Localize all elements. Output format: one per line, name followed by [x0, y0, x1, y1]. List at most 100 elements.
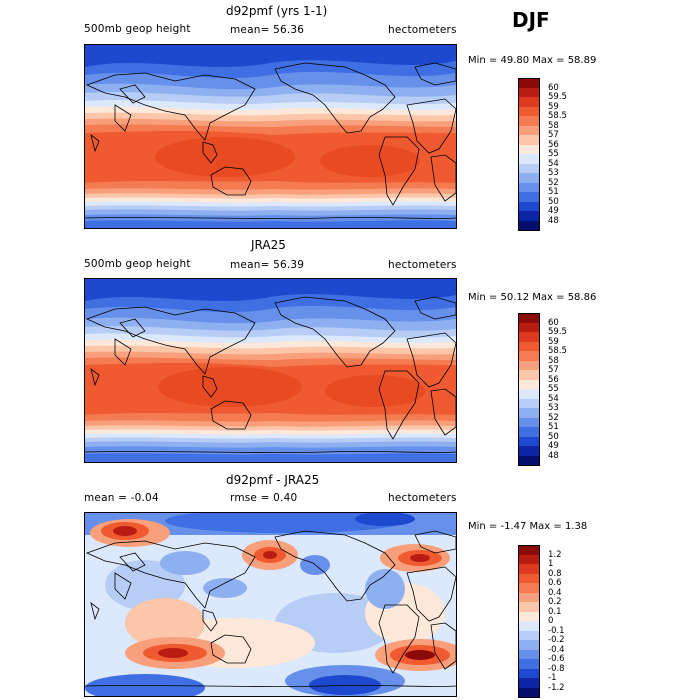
colorbar-swatch [518, 341, 540, 352]
colorbar-label: 58 [548, 355, 559, 366]
colorbar-label: 0.8 [548, 568, 562, 579]
colorbar-swatch [518, 687, 540, 698]
colorbar-label: 59.5 [548, 92, 567, 102]
panel3-units-label: hectometers [388, 492, 457, 504]
colorbar-label: 58 [548, 120, 559, 131]
colorbar-swatch [518, 220, 540, 231]
colorbar-label: 58.5 [548, 346, 567, 356]
colorbar-swatch [518, 201, 540, 212]
colorbar-label: 0.6 [548, 578, 562, 588]
colorbar-swatch [518, 554, 540, 565]
colorbar-swatch [518, 182, 540, 193]
colorbar-label: 0 [548, 616, 554, 626]
panel1-colorbar: 60 59.5 59 58.5 58 57 56 55 54 53 52 51 50 49 48 [518, 78, 598, 231]
colorbar-label: 60 [548, 82, 559, 93]
colorbar-label: 48 [548, 215, 559, 226]
colorbar-swatch [518, 211, 540, 221]
colorbar-label: 52 [548, 177, 559, 188]
colorbar-swatch [518, 592, 540, 603]
colorbar-swatch [518, 116, 540, 126]
colorbar-swatch [518, 573, 540, 584]
panel2-mean-label: mean= 56.39 [230, 259, 305, 271]
colorbar-swatch [518, 135, 540, 145]
colorbar-swatch [518, 144, 540, 155]
panel3-map [84, 512, 457, 697]
colorbar-label: 0.4 [548, 587, 562, 598]
panel1-units-label: hectometers [388, 24, 457, 36]
panel3-mean-label: mean = -0.04 [84, 492, 159, 504]
colorbar-label: 49 [548, 441, 559, 451]
colorbar-swatch [518, 322, 540, 333]
colorbar-swatch [518, 408, 540, 418]
colorbar-swatch [518, 427, 540, 437]
colorbar-swatch [518, 678, 540, 688]
colorbar-label: 1 [548, 559, 554, 569]
colorbar-swatch [518, 602, 540, 612]
panel2-colorbar: 60 59.5 59 58.5 58 57 56 55 54 53 52 51 50 49 48 [518, 313, 598, 466]
colorbar-label: 0.1 [548, 606, 562, 617]
season-label: DJF [512, 8, 550, 32]
colorbar-label: 0.2 [548, 597, 562, 607]
colorbar-label: 58.5 [548, 111, 567, 121]
colorbar-label: 50 [548, 196, 559, 207]
colorbar-label: 55 [548, 149, 559, 159]
colorbar-swatch [518, 545, 540, 555]
colorbar-swatch [518, 389, 540, 399]
colorbar-label: 51 [548, 187, 559, 197]
colorbar-label: 55 [548, 384, 559, 394]
colorbar-label: 54 [548, 393, 559, 404]
colorbar-swatch [518, 564, 540, 574]
colorbar-label: 53 [548, 403, 559, 413]
colorbar-swatch [518, 640, 540, 650]
colorbar-swatch [518, 668, 540, 679]
colorbar-swatch [518, 125, 540, 136]
colorbar-label: 53 [548, 168, 559, 178]
colorbar-swatch [518, 436, 540, 447]
colorbar-label: 57 [548, 130, 559, 140]
colorbar-swatch [518, 173, 540, 183]
colorbar-label: 50 [548, 431, 559, 442]
colorbar-label: 1.2 [548, 549, 562, 560]
colorbar-label: -0.1 [548, 625, 565, 636]
colorbar-swatch [518, 163, 540, 174]
panel1-map [84, 44, 457, 229]
colorbar-swatch [518, 621, 540, 631]
panel3-title: d92pmf - JRA25 [226, 473, 320, 487]
colorbar-label: 49 [548, 206, 559, 216]
colorbar-swatch [518, 446, 540, 456]
colorbar-label: -0.4 [548, 644, 565, 655]
colorbar-label: 59 [548, 101, 559, 112]
colorbar-label: 48 [548, 450, 559, 461]
panel2-minmax: Min = 50.12 Max = 58.86 [468, 292, 597, 303]
coastlines [85, 62, 456, 219]
colorbar-swatch [518, 417, 540, 428]
colorbar-swatch [518, 332, 540, 342]
panel2-field-label: 500mb geop height [84, 258, 191, 270]
colorbar-swatch [518, 87, 540, 98]
colorbar-swatch [518, 351, 540, 361]
colorbar-swatch [518, 379, 540, 390]
colorbar-label: 60 [548, 317, 559, 328]
colorbar-swatch [518, 611, 540, 622]
panel1-mean-label: mean= 56.36 [230, 24, 305, 36]
colorbar-swatch [518, 192, 540, 202]
colorbar-swatch [518, 630, 540, 641]
colorbar-label: -0.6 [548, 654, 565, 664]
panel2-units-label: hectometers [388, 259, 457, 271]
colorbar-label: 56 [548, 374, 559, 385]
panel2-title: JRA25 [251, 238, 286, 252]
colorbar-swatch [518, 583, 540, 593]
colorbar-label: 52 [548, 412, 559, 423]
colorbar-swatch [518, 97, 540, 107]
colorbar-label: -1 [548, 673, 557, 683]
colorbar-label: -0.2 [548, 635, 565, 645]
panel3-rmse-label: rmse = 0.40 [230, 492, 298, 504]
colorbar-swatch [518, 370, 540, 380]
panel1-title: d92pmf (yrs 1-1) [226, 4, 328, 18]
colorbar-swatch [518, 455, 540, 466]
panel1-field-label: 500mb geop height [84, 23, 191, 35]
colorbar-label: 51 [548, 422, 559, 432]
colorbar-label: 59 [548, 336, 559, 347]
colorbar-label: 56 [548, 139, 559, 150]
colorbar-swatch [518, 106, 540, 117]
